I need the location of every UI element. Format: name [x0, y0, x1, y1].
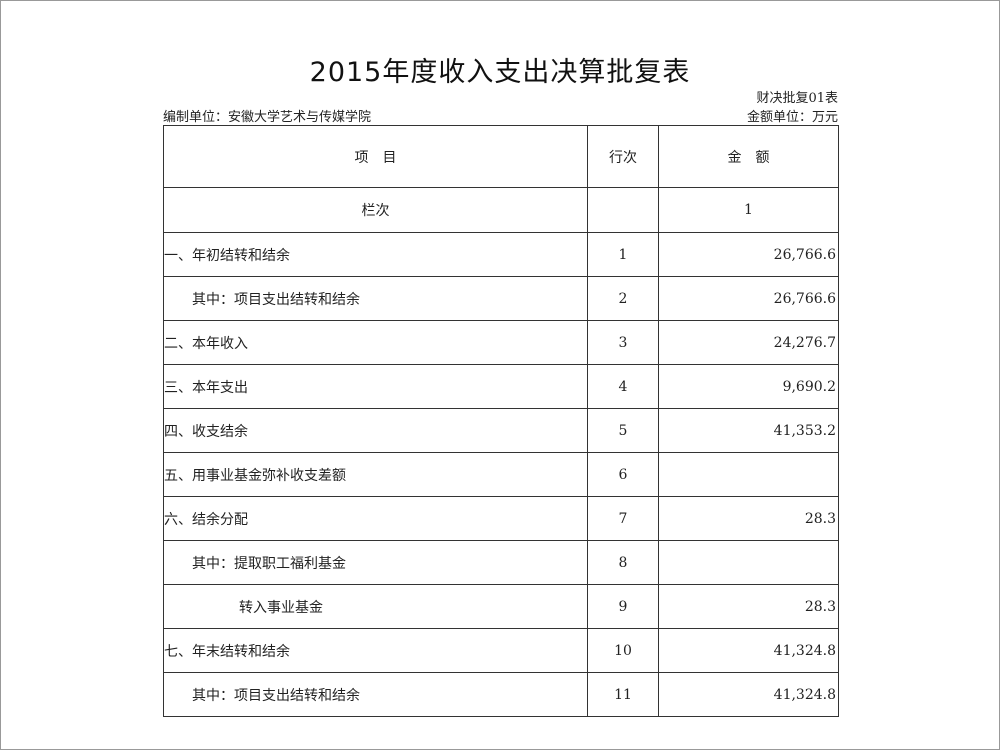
row-item: 七、年末结转和结余 [163, 628, 588, 673]
table-row: 其中：提取职工福利基金 8 [163, 540, 839, 585]
row-amount: 41,353.2 [658, 408, 839, 453]
table-header-row: 项 目 行次 金 额 [163, 125, 839, 188]
row-line: 7 [587, 496, 659, 541]
row-line: 2 [587, 276, 659, 321]
table-row: 二、本年收入 3 24,276.7 [163, 320, 839, 365]
row-amount [658, 540, 839, 585]
table-row: 六、结余分配 7 28.3 [163, 496, 839, 541]
row-amount: 41,324.8 [658, 628, 839, 673]
column-index-label: 栏次 [163, 187, 588, 233]
table-row: 其中：项目支出结转和结余 11 41,324.8 [163, 672, 839, 717]
row-line: 9 [587, 584, 659, 629]
row-line: 8 [587, 540, 659, 585]
row-line: 10 [587, 628, 659, 673]
table-row: 五、用事业基金弥补收支差额 6 [163, 452, 839, 497]
row-amount: 26,766.6 [658, 276, 839, 321]
table-row: 一、年初结转和结余 1 26,766.6 [163, 232, 839, 277]
form-code: 财决批复01表 [756, 91, 838, 106]
row-line: 6 [587, 452, 659, 497]
header-item: 项 目 [163, 125, 588, 188]
row-amount [658, 452, 839, 497]
row-item: 转入事业基金 [163, 584, 588, 629]
row-amount: 9,690.2 [658, 364, 839, 409]
budget-table: 项 目 行次 金 额 栏次 1 一、年初结转和结余 1 26,766.6 其中：项目支… [163, 125, 839, 717]
row-item: 其中：项目支出结转和结余 [163, 672, 588, 717]
row-item: 四、收支结余 [163, 408, 588, 453]
row-line: 11 [587, 672, 659, 717]
row-amount: 24,276.7 [658, 320, 839, 365]
row-item: 三、本年支出 [163, 364, 588, 409]
table-row: 四、收支结余 5 41,353.2 [163, 408, 839, 453]
currency-unit: 金额单位：万元 [746, 110, 838, 125]
row-amount: 41,324.8 [658, 672, 839, 717]
header-amount: 金 额 [658, 125, 839, 188]
row-item: 五、用事业基金弥补收支差额 [163, 452, 588, 497]
column-index-line [587, 187, 659, 233]
row-item: 六、结余分配 [163, 496, 588, 541]
row-item: 其中：项目支出结转和结余 [163, 276, 588, 321]
row-line: 5 [587, 408, 659, 453]
row-item: 二、本年收入 [163, 320, 588, 365]
header-line: 行次 [587, 125, 659, 188]
page-title: 2015年度收入支出决算批复表 [309, 57, 691, 88]
row-line: 4 [587, 364, 659, 409]
row-amount: 26,766.6 [658, 232, 839, 277]
column-index-amount: 1 [658, 187, 839, 233]
row-item: 一、年初结转和结余 [163, 232, 588, 277]
compiling-unit: 编制单位：安徽大学艺术与传媒学院 [163, 110, 372, 125]
column-index-row: 栏次 1 [163, 187, 839, 233]
row-amount: 28.3 [658, 584, 839, 629]
table-row: 转入事业基金 9 28.3 [163, 584, 839, 629]
row-line: 1 [587, 232, 659, 277]
table-row: 三、本年支出 4 9,690.2 [163, 364, 839, 409]
row-amount: 28.3 [658, 496, 839, 541]
row-line: 3 [587, 320, 659, 365]
table-row: 七、年末结转和结余 10 41,324.8 [163, 628, 839, 673]
table-row: 其中：项目支出结转和结余 2 26,766.6 [163, 276, 839, 321]
row-item: 其中：提取职工福利基金 [163, 540, 588, 585]
